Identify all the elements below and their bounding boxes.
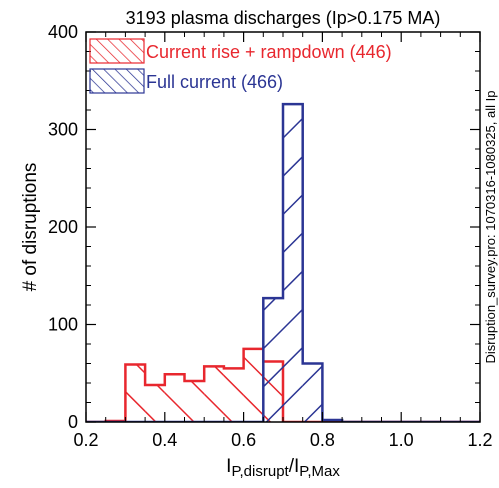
y-tick-label: 400 xyxy=(48,22,78,42)
x-tick-label: 0.4 xyxy=(152,430,177,450)
bar xyxy=(302,363,323,422)
bar xyxy=(263,298,283,422)
legend-swatch-series-0 xyxy=(89,38,145,64)
x-axis-label-sub2: P,Max xyxy=(299,463,340,480)
step-outline xyxy=(86,102,480,422)
bar xyxy=(145,384,165,422)
legend-label-series-1: Full current (466) xyxy=(146,72,283,92)
bar xyxy=(223,368,244,422)
y-axis-label: # of disruptions xyxy=(20,163,41,292)
legend-swatch-series-1 xyxy=(89,68,145,94)
x-tick-label: 1.0 xyxy=(389,430,414,450)
bar xyxy=(243,348,264,422)
series-1 xyxy=(86,102,480,422)
x-tick-label: 0.6 xyxy=(231,430,256,450)
y-tick-label: 200 xyxy=(48,217,78,237)
x-axis-label-sub1: P,disrupt xyxy=(231,463,289,480)
x-axis-label: IP,disrupt/IP,Max xyxy=(226,456,340,480)
y-tick-labels: 0 100 200 300 400 xyxy=(48,22,78,432)
x-tick-labels: 0.2 0.4 0.6 0.8 1.0 1.2 xyxy=(73,430,492,450)
series-layer xyxy=(86,102,480,422)
bar xyxy=(204,366,224,422)
x-tick-label: 0.2 xyxy=(73,430,98,450)
x-axis-label-base: I xyxy=(226,456,231,477)
x-axis-label-mid: /I xyxy=(289,456,300,477)
x-tick-label: 0.8 xyxy=(310,430,335,450)
side-note: Disruption_survey.pro: 1070316-1080325, … xyxy=(483,91,498,364)
bar xyxy=(184,381,205,422)
bar xyxy=(164,374,185,422)
bar xyxy=(283,104,303,422)
legend: Current rise + rampdown (446) Full curre… xyxy=(89,38,392,94)
y-tick-label: 300 xyxy=(48,120,78,140)
chart-title: 3193 plasma discharges (Ip>0.175 MA) xyxy=(126,8,441,28)
x-tick-label: 1.2 xyxy=(467,430,492,450)
y-tick-label: 0 xyxy=(68,412,78,432)
axis-ticks xyxy=(85,31,481,423)
legend-label-series-0: Current rise + rampdown (446) xyxy=(146,42,392,62)
y-tick-label: 100 xyxy=(48,315,78,335)
bar xyxy=(125,364,146,422)
step-outline xyxy=(86,347,480,422)
